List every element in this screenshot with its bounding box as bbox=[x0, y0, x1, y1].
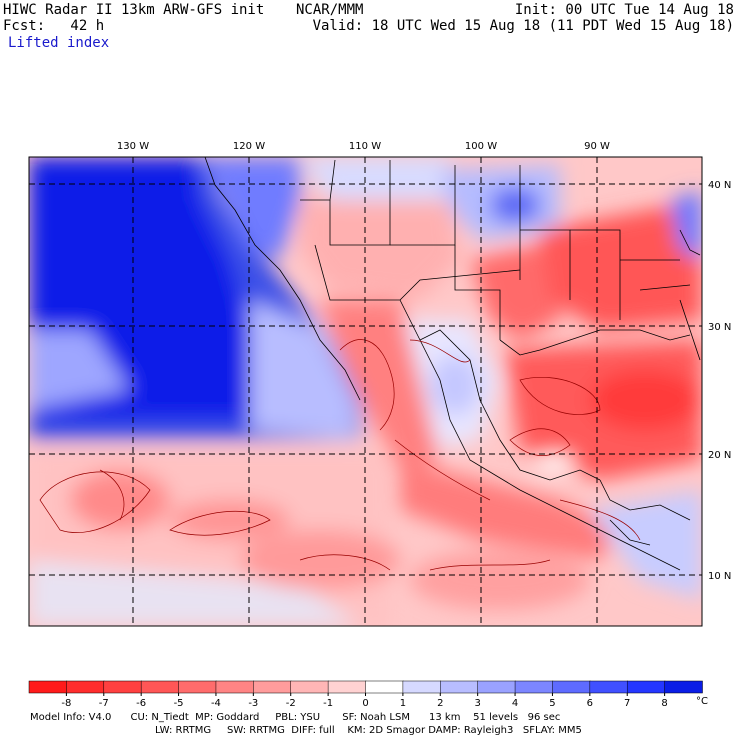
organization: NCAR/MMM bbox=[296, 2, 364, 18]
colorbar-swatch bbox=[514, 680, 554, 694]
colorbar-swatch bbox=[589, 680, 628, 694]
colorbar-swatch bbox=[253, 680, 292, 694]
colorbar-swatch bbox=[327, 680, 367, 694]
colorbar-tick-label: 7 bbox=[624, 698, 630, 709]
colorbar-swatch bbox=[626, 680, 666, 694]
lon-label: 130 W bbox=[117, 141, 149, 152]
lat-label: 20 N bbox=[708, 450, 731, 461]
colorbar-swatch bbox=[103, 680, 142, 694]
colorbar-tick-label: -7 bbox=[99, 698, 109, 709]
colorbar-swatch bbox=[402, 680, 442, 694]
colorbar-swatch bbox=[365, 680, 404, 694]
colorbar-tick-label: -1 bbox=[323, 698, 333, 709]
colorbar-unit: °C bbox=[696, 696, 708, 707]
colorbar-swatch bbox=[66, 680, 105, 694]
colorbar-tick-label: -2 bbox=[286, 698, 296, 709]
lat-label: 10 N bbox=[708, 571, 731, 582]
field-name: Lifted index bbox=[8, 35, 110, 51]
colorbar-tick-label: -5 bbox=[174, 698, 184, 709]
colorbar-swatch bbox=[178, 680, 217, 694]
lon-label: 90 W bbox=[584, 141, 610, 152]
colorbar-tick-label: 6 bbox=[587, 698, 593, 709]
init-time: Init: 00 UTC Tue 14 Aug 18 bbox=[514, 2, 734, 18]
colorbar-tick-label: 5 bbox=[549, 698, 555, 709]
colorbar-swatch bbox=[440, 680, 479, 694]
colorbar-swatch bbox=[664, 680, 703, 694]
map-frame bbox=[28, 156, 703, 627]
longitude-labels: 130 W 120 W 110 W 100 W 90 W bbox=[117, 141, 610, 152]
lat-label: 30 N bbox=[708, 322, 731, 333]
colorbar-tick-label: -6 bbox=[136, 698, 146, 709]
colorbar-tick-label: -8 bbox=[61, 698, 71, 709]
colorbar-tick-label: 4 bbox=[512, 698, 518, 709]
graticule bbox=[29, 157, 702, 626]
colorbar-tick-label: 3 bbox=[474, 698, 480, 709]
latitude-labels: 40 N 30 N 20 N 10 N bbox=[708, 180, 731, 582]
lon-label: 110 W bbox=[349, 141, 381, 152]
colorbar-swatch bbox=[215, 680, 255, 694]
colorbar-swatch bbox=[552, 680, 591, 694]
colorbar-tick-label: 2 bbox=[437, 698, 443, 709]
forecast-hour: Fcst: 42 h bbox=[3, 18, 105, 34]
colorbar-tick-label: 1 bbox=[400, 698, 406, 709]
lon-label: 120 W bbox=[233, 141, 265, 152]
colorbar-tick-label: -3 bbox=[248, 698, 258, 709]
lon-label: 100 W bbox=[465, 141, 497, 152]
colorbar-tick-label: 0 bbox=[362, 698, 368, 709]
colorbar-tick-label: 8 bbox=[661, 698, 667, 709]
model-info-line1: Model Info: V4.0 CU: N_Tiedt MP: Goddard… bbox=[30, 712, 561, 723]
model-title: HIWC Radar II 13km ARW-GFS init bbox=[3, 2, 265, 18]
colorbar: -8 -7 -6 -5 -4 -3 -2 -1 0 1 2 3 4 5 6 7 8 bbox=[28, 680, 703, 709]
colorbar-swatch bbox=[477, 680, 516, 694]
colorbar-tick-label: -4 bbox=[211, 698, 221, 709]
valid-time: Valid: 18 UTC Wed 15 Aug 18 (11 PDT Wed … bbox=[312, 18, 734, 34]
colorbar-swatch bbox=[140, 680, 180, 694]
lat-label: 40 N bbox=[708, 180, 731, 191]
model-info-line2: LW: RRTMG SW: RRTMG DIFF: full KM: 2D Sm… bbox=[155, 725, 582, 736]
colorbar-swatch bbox=[28, 680, 68, 694]
colorbar-swatch bbox=[290, 680, 329, 694]
